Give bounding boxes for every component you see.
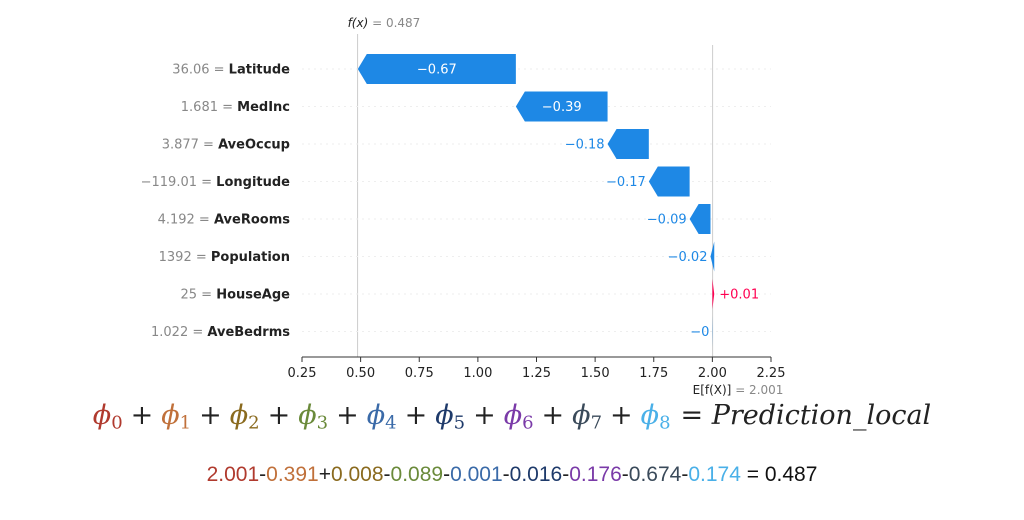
equation-part: - xyxy=(443,463,451,486)
equation-part: + xyxy=(318,463,331,486)
feature-label: 1.022 = AveBedrms xyxy=(151,325,290,340)
equation-part: - xyxy=(681,463,689,486)
feature-label: 25 = HouseAge xyxy=(180,288,290,303)
equation-part: 0.008 xyxy=(330,463,384,486)
bar-value-label: −0 xyxy=(690,325,709,340)
bar-value-label: −0.67 xyxy=(417,63,457,78)
x-tick-label: 2.25 xyxy=(757,366,786,381)
feature-label: −119.01 = Longitude xyxy=(141,175,291,190)
x-tick-label: 0.50 xyxy=(346,366,375,381)
feature-name: AveBedrms xyxy=(207,325,290,340)
bar-value-label: −0.18 xyxy=(565,138,605,153)
feature-label: 1392 = Population xyxy=(159,250,290,265)
plus-operator: + xyxy=(404,400,428,431)
feature-name: AveOccup xyxy=(218,138,290,153)
equation-part: 0.001 xyxy=(450,463,503,486)
feature-value: 36.06 = xyxy=(172,63,228,78)
x-tick-label: 1.00 xyxy=(463,366,492,381)
waterfall-bar xyxy=(357,54,516,84)
equation-part: - xyxy=(562,463,570,486)
phi-term: ϕ8 xyxy=(640,400,671,434)
feature-name: HouseAge xyxy=(216,288,290,303)
feature-value: 3.877 = xyxy=(162,138,218,153)
phi-term: ϕ3 xyxy=(298,400,329,434)
feature-value: 1.681 = xyxy=(181,100,237,115)
equation-part: 0.176 xyxy=(569,463,622,486)
feature-value: 1.022 = xyxy=(151,325,207,340)
x-tick-label: 2.00 xyxy=(698,366,727,381)
output-value: = 0.487 xyxy=(368,16,420,30)
feature-label: 1.681 = MedInc xyxy=(181,100,290,115)
base-value: = 2.001 xyxy=(731,383,783,397)
bar-value-label: −0.39 xyxy=(542,100,582,115)
equation-part: - xyxy=(502,463,510,486)
plus-operator: + xyxy=(473,400,496,431)
output-label: f(x) xyxy=(348,16,369,30)
shap-waterfall-chart: −0.67 36.06 = Latitude −0.39 1.681 = MedInc… xyxy=(141,16,786,397)
waterfall-bar xyxy=(648,166,690,197)
plus-operator: + xyxy=(199,400,222,431)
equation-part: 0.016 xyxy=(509,463,563,486)
waterfall-bar xyxy=(689,204,711,234)
x-tick-label: 1.25 xyxy=(522,366,551,381)
equation-part: - xyxy=(383,463,391,486)
equation-part: = 0.487 xyxy=(740,463,818,486)
feature-name: Longitude xyxy=(216,175,290,190)
feature-value: 25 = xyxy=(180,288,216,303)
phi-term: ϕ4 xyxy=(366,400,397,434)
formula-rhs: = Prediction_local xyxy=(680,400,932,431)
phi-term: ϕ5 xyxy=(435,400,466,434)
waterfall-bar xyxy=(607,129,649,159)
feature-label: 36.06 = Latitude xyxy=(172,63,290,78)
feature-name: Latitude xyxy=(229,63,291,78)
shap-additivity-formula: ϕ0 + ϕ1 + ϕ2 + ϕ3 + ϕ4 + ϕ5 + ϕ6 + ϕ7 + ϕ8 = Prediction_l… xyxy=(0,400,1024,444)
x-tick-label: 0.75 xyxy=(405,366,434,381)
feature-name: Population xyxy=(211,250,290,265)
output-value-label: f(x) = 0.487 xyxy=(348,16,421,30)
phi-term: ϕ2 xyxy=(229,400,260,434)
equation-part: 0.174 xyxy=(688,463,741,486)
phi-term: ϕ6 xyxy=(503,400,534,434)
phi-term: ϕ0 xyxy=(92,400,123,434)
plus-operator: + xyxy=(541,400,565,431)
plus-operator: + xyxy=(610,400,633,431)
feature-value: 4.192 = xyxy=(158,213,214,228)
phi-term: ϕ1 xyxy=(161,400,192,434)
waterfall-bar xyxy=(712,279,715,309)
bar-value-label: +0.01 xyxy=(719,288,759,303)
waterfall-bar xyxy=(515,91,608,122)
plus-operator: + xyxy=(267,400,291,431)
base-label: E[f(X)] xyxy=(693,383,732,397)
equation-part: - xyxy=(259,463,267,486)
feature-value: 1392 = xyxy=(159,250,211,265)
x-tick-label: 0.25 xyxy=(288,366,317,381)
x-tick-label: 1.75 xyxy=(639,366,668,381)
x-tick-label: 1.50 xyxy=(581,366,610,381)
equation-part: 0.391 xyxy=(266,463,319,486)
shap-numeric-equation: 2.001-0.391+0.008-0.089-0.001-0.016-0.17… xyxy=(0,463,1024,497)
bar-value-label: −0.09 xyxy=(647,213,687,228)
feature-label: 4.192 = AveRooms xyxy=(158,213,291,228)
plus-operator: + xyxy=(336,400,359,431)
feature-label: 3.877 = AveOccup xyxy=(162,138,290,153)
feature-value: −119.01 = xyxy=(141,175,217,190)
bar-value-label: −0.17 xyxy=(606,175,646,190)
waterfall-bar xyxy=(710,241,715,272)
equation-part: 0.089 xyxy=(390,463,444,486)
bar-value-label: −0.02 xyxy=(668,250,708,265)
equation-part: 0.674 xyxy=(628,463,682,486)
plus-operator: + xyxy=(130,400,154,431)
equation-part: 2.001 xyxy=(206,463,260,486)
feature-name: AveRooms xyxy=(214,213,290,228)
base-value-label: E[f(X)] = 2.001 xyxy=(693,383,784,397)
phi-term: ϕ7 xyxy=(572,400,603,434)
feature-name: MedInc xyxy=(237,100,290,115)
equation-part: - xyxy=(621,463,629,486)
